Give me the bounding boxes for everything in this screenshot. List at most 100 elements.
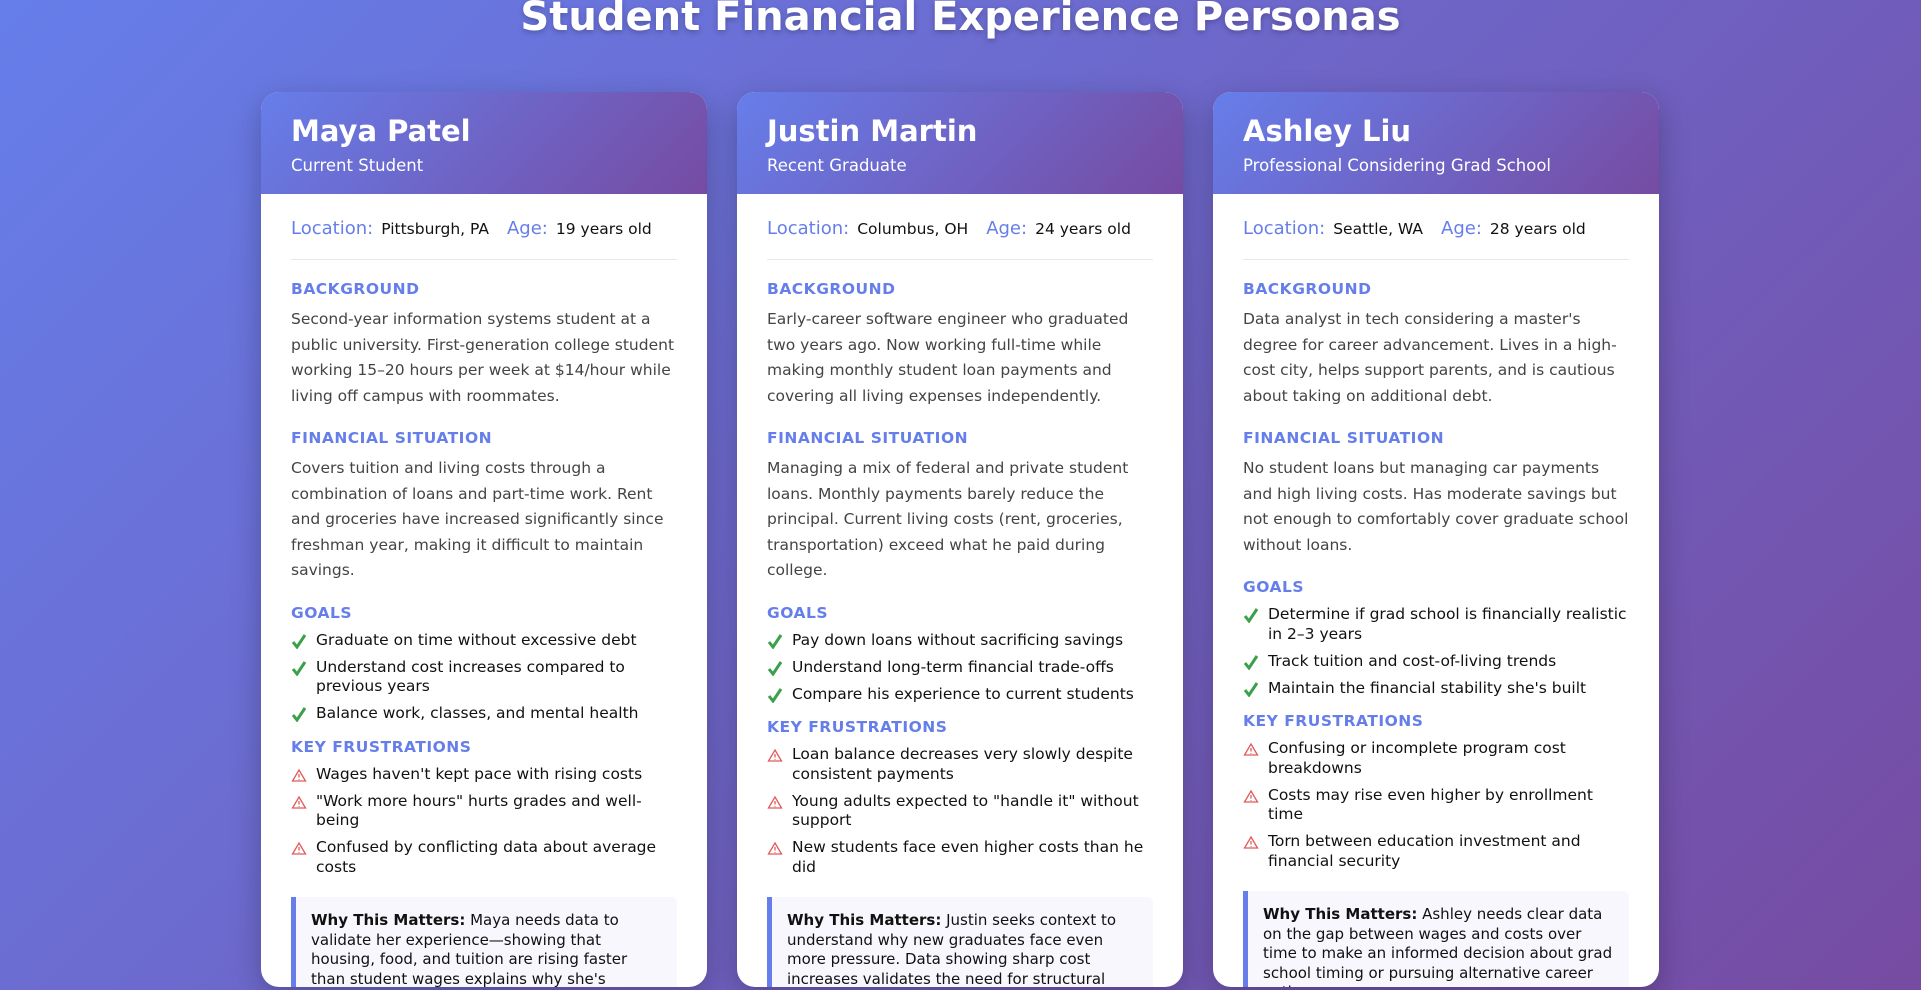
warning-icon bbox=[1243, 789, 1259, 803]
check-icon bbox=[767, 687, 783, 703]
location-label: Location: bbox=[291, 218, 374, 239]
frustration-item: Costs may rise even higher by enrollment… bbox=[1243, 786, 1629, 825]
goal-text: Determine if grad school is financially … bbox=[1268, 605, 1627, 643]
warning-icon bbox=[291, 841, 307, 855]
section-heading: FINANCIAL SITUATION bbox=[291, 429, 493, 447]
persona-name: Ashley Liu bbox=[1243, 114, 1412, 148]
frustration-text: Loan balance decreases very slowly despi… bbox=[792, 745, 1133, 783]
warning-icon bbox=[767, 795, 783, 809]
section-heading: GOALS bbox=[1243, 578, 1305, 596]
goal-list: Pay down loans without sacrificing savin… bbox=[767, 631, 1153, 705]
goal-item: Track tuition and cost-of-living trends bbox=[1243, 652, 1629, 672]
persona-meta: Location: Pittsburgh, PA Age: 19 years old bbox=[291, 218, 677, 260]
location-label: Location: bbox=[767, 218, 850, 239]
section-heading: BACKGROUND bbox=[291, 280, 420, 298]
check-icon bbox=[767, 660, 783, 676]
frustration-text: New students face even higher costs than… bbox=[792, 838, 1144, 876]
why-text: Ashley needs clear data on the gap betwe… bbox=[1263, 905, 1613, 987]
age-label: Age: bbox=[1441, 218, 1482, 239]
check-icon bbox=[1243, 608, 1259, 623]
why-box: Why This Matters: Justin seeks context t… bbox=[767, 897, 1153, 987]
goal-text: Understand long-term financial trade-off… bbox=[792, 657, 1114, 676]
card-body: Location: Columbus, OH Age: 24 years old BAC… bbox=[737, 194, 1183, 987]
section-heading: KEY FRUSTRATIONS bbox=[291, 737, 472, 756]
goal-item: Maintain the financial stability she's b… bbox=[1243, 679, 1629, 699]
persona-name: Justin Martin bbox=[767, 114, 978, 148]
frustration-text: Costs may rise even higher by enrollment… bbox=[1268, 785, 1593, 824]
age-label: Age: bbox=[506, 218, 548, 239]
section-heading: FINANCIAL SITUATION bbox=[767, 429, 969, 447]
frustration-list: Confusing or incomplete program cost bre… bbox=[1243, 739, 1629, 871]
goal-list: Graduate on time without excessive debt U… bbox=[291, 631, 677, 724]
goal-text: Balance work, classes, and mental health bbox=[316, 704, 639, 722]
background-text: Data analyst in tech considering a maste… bbox=[1243, 310, 1617, 405]
financial-text: No student loans but managing car paymen… bbox=[1243, 459, 1629, 554]
location-value: Columbus, OH bbox=[857, 220, 969, 238]
frustration-item: "Work more hours" hurts grades and well-… bbox=[291, 792, 677, 831]
why-box: Why This Matters: Ashley needs clear dat… bbox=[1243, 891, 1629, 987]
why-label: Why This Matters: bbox=[787, 911, 942, 929]
card-header: Justin Martin Recent Graduate bbox=[737, 92, 1183, 194]
frustration-list: Wages haven't kept pace with rising cost… bbox=[291, 765, 677, 878]
location-label: Location: bbox=[1243, 218, 1326, 239]
frustration-item: Wages haven't kept pace with rising cost… bbox=[291, 765, 677, 785]
why-text: Maya needs data to validate her experien… bbox=[311, 911, 628, 987]
financial-text: Covers tuition and living costs through … bbox=[291, 459, 664, 579]
goal-item: Understand cost increases compared to pr… bbox=[291, 658, 677, 697]
persona-role: Professional Considering Grad School bbox=[1243, 156, 1552, 175]
section-heading: GOALS bbox=[291, 603, 353, 622]
frustration-item: Loan balance decreases very slowly despi… bbox=[767, 745, 1153, 784]
check-icon bbox=[291, 707, 307, 722]
page-title: Student Financial Experience Personas bbox=[520, 0, 1401, 40]
goal-item: Pay down loans without sacrificing savin… bbox=[767, 631, 1153, 651]
card-list: Maya Patel Current Student Location: Pittsb… bbox=[261, 92, 1659, 987]
goal-text: Graduate on time without excessive debt bbox=[316, 630, 637, 649]
goal-text: Maintain the financial stability she's b… bbox=[1268, 678, 1587, 697]
goal-text: Pay down loans without sacrificing savin… bbox=[792, 630, 1124, 649]
goal-item: Graduate on time without excessive debt bbox=[291, 631, 677, 651]
persona-name: Maya Patel bbox=[291, 114, 471, 148]
why-label: Why This Matters: bbox=[311, 911, 466, 929]
goal-item: Balance work, classes, and mental health bbox=[291, 704, 677, 724]
section-heading: GOALS bbox=[767, 603, 829, 622]
card-body: Location: Seattle, WA Age: 28 years old BACK… bbox=[1213, 194, 1659, 987]
frustration-list: Loan balance decreases very slowly despi… bbox=[767, 745, 1153, 877]
persona-meta: Location: Seattle, WA Age: 28 years old bbox=[1243, 218, 1629, 260]
frustration-text: Wages haven't kept pace with rising cost… bbox=[316, 764, 643, 783]
age-value: 19 years old bbox=[555, 220, 652, 238]
persona-card: Maya Patel Current Student Location: Pittsb… bbox=[261, 92, 707, 987]
frustration-text: "Work more hours" hurts grades and well-… bbox=[316, 791, 642, 830]
check-icon bbox=[291, 660, 307, 676]
goal-item: Determine if grad school is financially … bbox=[1243, 605, 1629, 644]
financial-text: Managing a mix of federal and private st… bbox=[767, 459, 1129, 579]
frustration-item: Young adults expected to "handle it" wit… bbox=[767, 792, 1153, 831]
warning-icon bbox=[291, 795, 307, 809]
persona-card: Ashley Liu Professional Considering Grad … bbox=[1213, 92, 1659, 987]
frustration-text: Young adults expected to "handle it" wit… bbox=[792, 791, 1139, 830]
goal-text: Compare his experience to current studen… bbox=[792, 684, 1134, 703]
check-icon bbox=[291, 633, 307, 649]
location-value: Seattle, WA bbox=[1333, 220, 1424, 238]
background-text: Early-career software engineer who gradu… bbox=[767, 310, 1129, 405]
why-label: Why This Matters: bbox=[1263, 905, 1418, 923]
frustration-item: Confusing or incomplete program cost bre… bbox=[1243, 739, 1629, 778]
warning-icon bbox=[767, 748, 783, 762]
persona-meta: Location: Columbus, OH Age: 24 years old bbox=[767, 218, 1153, 260]
frustration-text: Confusing or incomplete program cost bre… bbox=[1268, 739, 1566, 777]
persona-role: Current Student bbox=[291, 156, 424, 175]
frustration-item: Confused by conflicting data about avera… bbox=[291, 838, 677, 877]
frustration-text: Confused by conflicting data about avera… bbox=[316, 838, 657, 876]
goal-list: Determine if grad school is financially … bbox=[1243, 605, 1629, 698]
goal-item: Understand long-term financial trade-off… bbox=[767, 658, 1153, 678]
section-heading: FINANCIAL SITUATION bbox=[1243, 429, 1445, 447]
frustration-item: Torn between education investment and fi… bbox=[1243, 832, 1629, 871]
age-value: 28 years old bbox=[1489, 220, 1586, 238]
goal-text: Track tuition and cost-of-living trends bbox=[1268, 651, 1557, 670]
persona-role: Recent Graduate bbox=[767, 156, 907, 175]
section-heading: KEY FRUSTRATIONS bbox=[767, 718, 948, 736]
age-label: Age: bbox=[986, 218, 1028, 239]
frustration-text: Torn between education investment and fi… bbox=[1268, 832, 1581, 870]
section-heading: BACKGROUND bbox=[767, 280, 896, 298]
location-value: Pittsburgh, PA bbox=[381, 220, 489, 238]
